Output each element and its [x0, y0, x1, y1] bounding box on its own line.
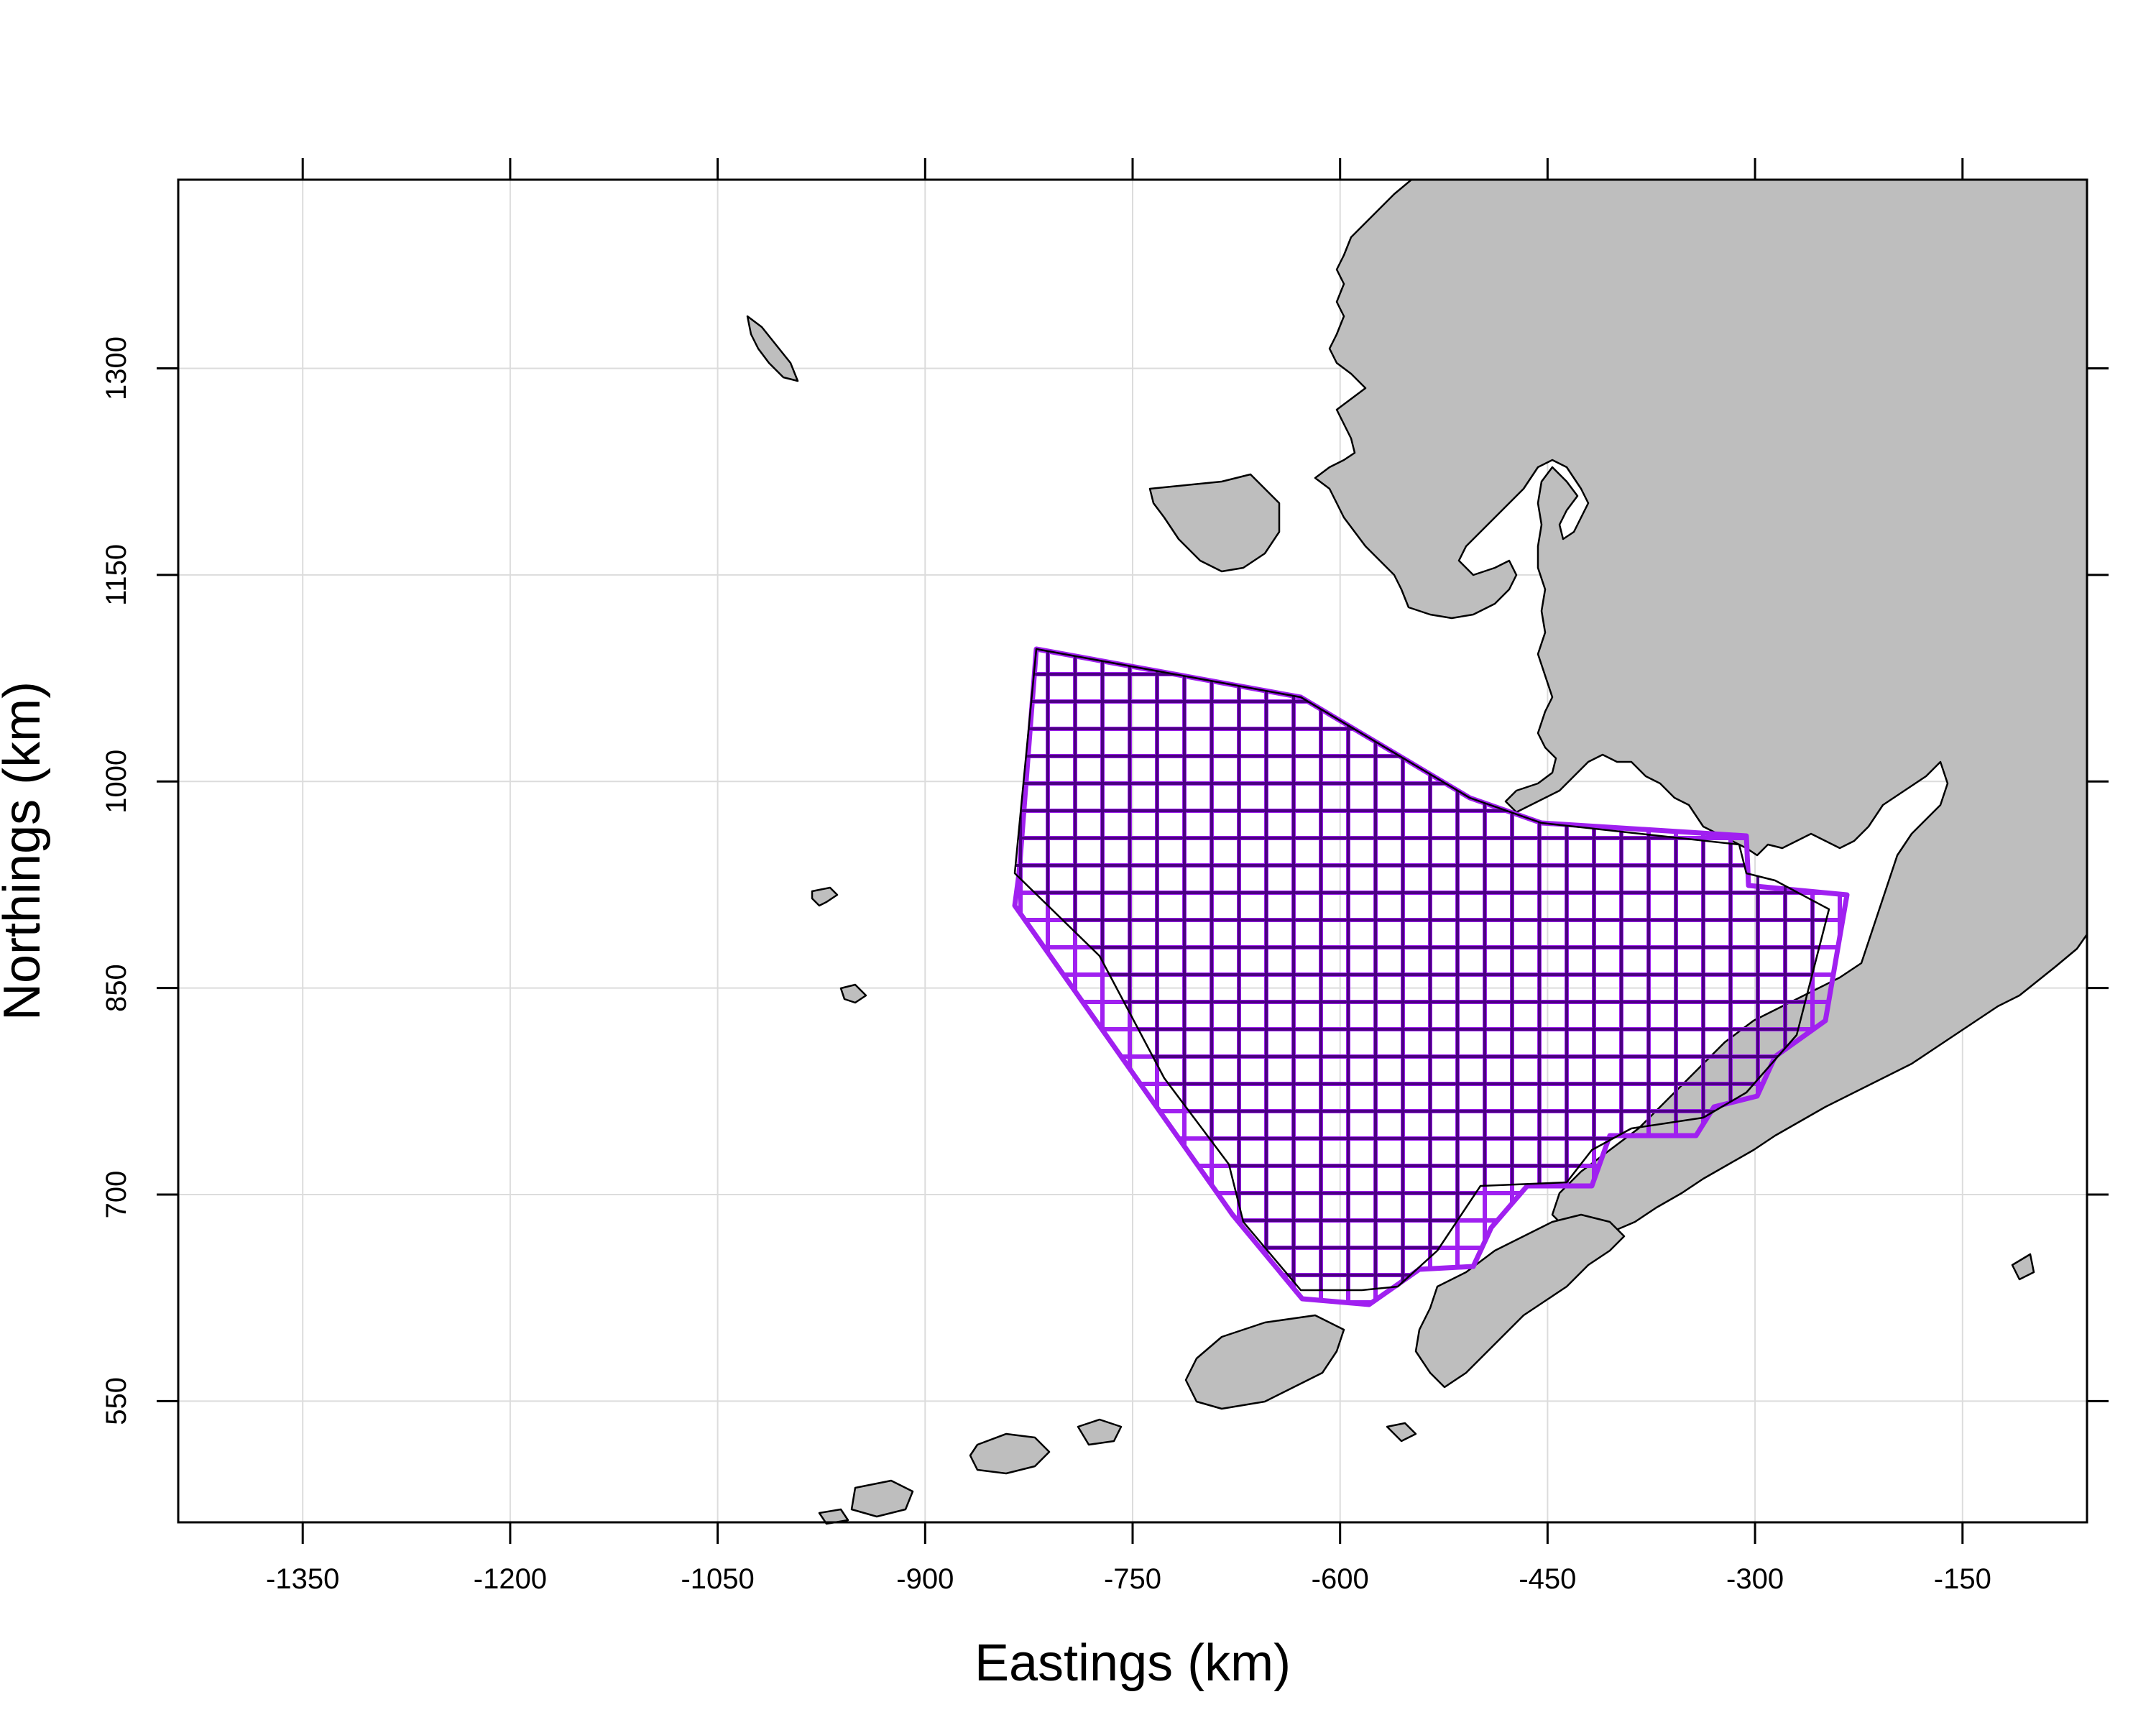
coastline-land [746, 178, 2088, 1525]
x-tick-label: -1200 [474, 1563, 547, 1595]
y-tick-label: 1000 [101, 750, 132, 814]
y-tick-label: 550 [101, 1377, 132, 1425]
x-tick-label: -900 [896, 1563, 954, 1595]
aleutian-island-2 [850, 1479, 914, 1518]
y-axis-title: Northings (km) [0, 681, 51, 1021]
unimak-island [1184, 1314, 1345, 1410]
y-tick-label: 1150 [101, 544, 132, 606]
x-tick-label: -600 [1312, 1563, 1369, 1595]
st-matthew-island [746, 315, 799, 382]
x-tick-label: -450 [1519, 1563, 1576, 1595]
alaska-peninsula-lower [1414, 1213, 1626, 1389]
y-tick-label: 1300 [101, 336, 132, 400]
pribilof-st-paul [811, 886, 839, 907]
small-island-east-1 [2011, 1253, 2035, 1281]
y-tick-label: 850 [101, 964, 132, 1012]
small-island-east-2 [1386, 1422, 1417, 1443]
aleutian-island-1 [969, 1432, 1051, 1475]
x-tick-label: -1350 [266, 1563, 339, 1595]
x-tick-label: -300 [1726, 1563, 1784, 1595]
x-tick-label: -750 [1104, 1563, 1161, 1595]
pribilof-st-george [839, 983, 867, 1004]
aleutian-island-3 [1077, 1418, 1123, 1446]
x-tick-label: -1050 [681, 1563, 754, 1595]
survey-grid-extent [1012, 646, 1850, 1307]
nunivak-island [1148, 473, 1281, 573]
y-tick-label: 700 [101, 1171, 132, 1219]
x-axis-title: Eastings (km) [975, 1634, 1291, 1692]
x-tick-label: -150 [1934, 1563, 1991, 1595]
plot-frame [177, 178, 2088, 1524]
study-area-boundary [1013, 648, 1830, 1292]
aleutian-island-4 [818, 1508, 849, 1525]
axes: -1350 -1200 -1050 -900 -750 -600 -450 -300 -150 5… [101, 158, 2109, 1595]
